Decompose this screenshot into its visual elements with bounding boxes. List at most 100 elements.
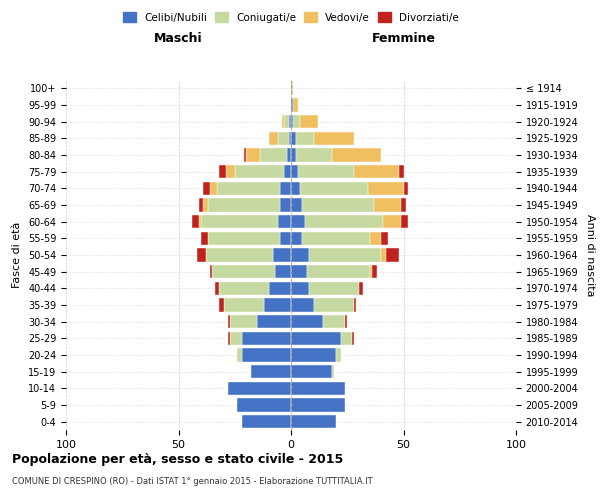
Y-axis label: Anni di nascita: Anni di nascita: [585, 214, 595, 296]
Text: Femmine: Femmine: [371, 32, 436, 45]
Bar: [291, 232, 302, 245]
Bar: [223, 298, 264, 312]
Bar: [241, 415, 291, 428]
Bar: [241, 332, 291, 345]
Bar: [359, 282, 363, 295]
Text: Maschi: Maschi: [154, 32, 203, 45]
Bar: [264, 298, 291, 312]
Bar: [401, 215, 408, 228]
Bar: [199, 215, 201, 228]
Bar: [291, 348, 336, 362]
Bar: [331, 365, 334, 378]
Bar: [401, 198, 406, 211]
Bar: [246, 148, 260, 162]
Text: COMUNE DI CRESPINO (RO) - Dati ISTAT 1° gennaio 2015 - Elaborazione TUTTITALIA.I: COMUNE DI CRESPINO (RO) - Dati ISTAT 1° …: [12, 478, 373, 486]
Bar: [280, 198, 291, 211]
Bar: [296, 132, 314, 145]
Bar: [282, 115, 284, 128]
Y-axis label: Fasce di età: Fasce di età: [13, 222, 22, 288]
Bar: [341, 332, 352, 345]
Bar: [374, 198, 401, 211]
Bar: [291, 148, 296, 162]
Bar: [300, 182, 367, 195]
Bar: [291, 298, 314, 312]
Bar: [287, 148, 291, 162]
Bar: [237, 398, 291, 411]
Bar: [291, 332, 341, 345]
Bar: [228, 315, 230, 328]
Bar: [291, 365, 331, 378]
Bar: [203, 198, 208, 211]
Bar: [230, 332, 241, 345]
Bar: [284, 165, 291, 178]
Bar: [228, 382, 291, 395]
Bar: [291, 248, 309, 262]
Bar: [381, 248, 386, 262]
Bar: [383, 215, 401, 228]
Bar: [219, 165, 226, 178]
Bar: [228, 332, 230, 345]
Bar: [331, 148, 381, 162]
Bar: [192, 215, 199, 228]
Bar: [291, 115, 293, 128]
Bar: [257, 315, 291, 328]
Bar: [404, 182, 408, 195]
Bar: [291, 132, 296, 145]
Bar: [251, 365, 291, 378]
Bar: [291, 265, 307, 278]
Bar: [197, 248, 205, 262]
Bar: [300, 115, 318, 128]
Bar: [269, 282, 291, 295]
Bar: [296, 148, 331, 162]
Bar: [235, 165, 284, 178]
Bar: [203, 182, 210, 195]
Bar: [291, 98, 293, 112]
Bar: [291, 215, 305, 228]
Bar: [352, 332, 354, 345]
Bar: [210, 265, 212, 278]
Bar: [291, 182, 300, 195]
Bar: [291, 165, 298, 178]
Bar: [280, 182, 291, 195]
Bar: [201, 232, 208, 245]
Bar: [370, 265, 372, 278]
Bar: [291, 282, 309, 295]
Bar: [219, 282, 269, 295]
Text: Popolazione per età, sesso e stato civile - 2015: Popolazione per età, sesso e stato civil…: [12, 452, 343, 466]
Bar: [293, 115, 300, 128]
Bar: [298, 165, 354, 178]
Bar: [309, 248, 381, 262]
Bar: [386, 248, 399, 262]
Bar: [237, 348, 241, 362]
Bar: [199, 198, 203, 211]
Bar: [269, 132, 277, 145]
Bar: [309, 282, 359, 295]
Bar: [345, 315, 347, 328]
Bar: [302, 198, 374, 211]
Bar: [201, 215, 277, 228]
Bar: [280, 232, 291, 245]
Bar: [291, 415, 336, 428]
Bar: [291, 198, 302, 211]
Bar: [314, 132, 354, 145]
Bar: [212, 265, 275, 278]
Bar: [217, 182, 280, 195]
Bar: [275, 265, 291, 278]
Bar: [302, 232, 370, 245]
Bar: [226, 165, 235, 178]
Bar: [230, 315, 257, 328]
Bar: [354, 165, 399, 178]
Bar: [372, 265, 377, 278]
Bar: [336, 348, 341, 362]
Bar: [208, 198, 280, 211]
Bar: [305, 215, 383, 228]
Bar: [314, 298, 354, 312]
Bar: [399, 165, 404, 178]
Bar: [277, 215, 291, 228]
Bar: [210, 182, 217, 195]
Bar: [289, 132, 291, 145]
Bar: [291, 398, 345, 411]
Bar: [291, 82, 293, 95]
Bar: [323, 315, 345, 328]
Bar: [241, 348, 291, 362]
